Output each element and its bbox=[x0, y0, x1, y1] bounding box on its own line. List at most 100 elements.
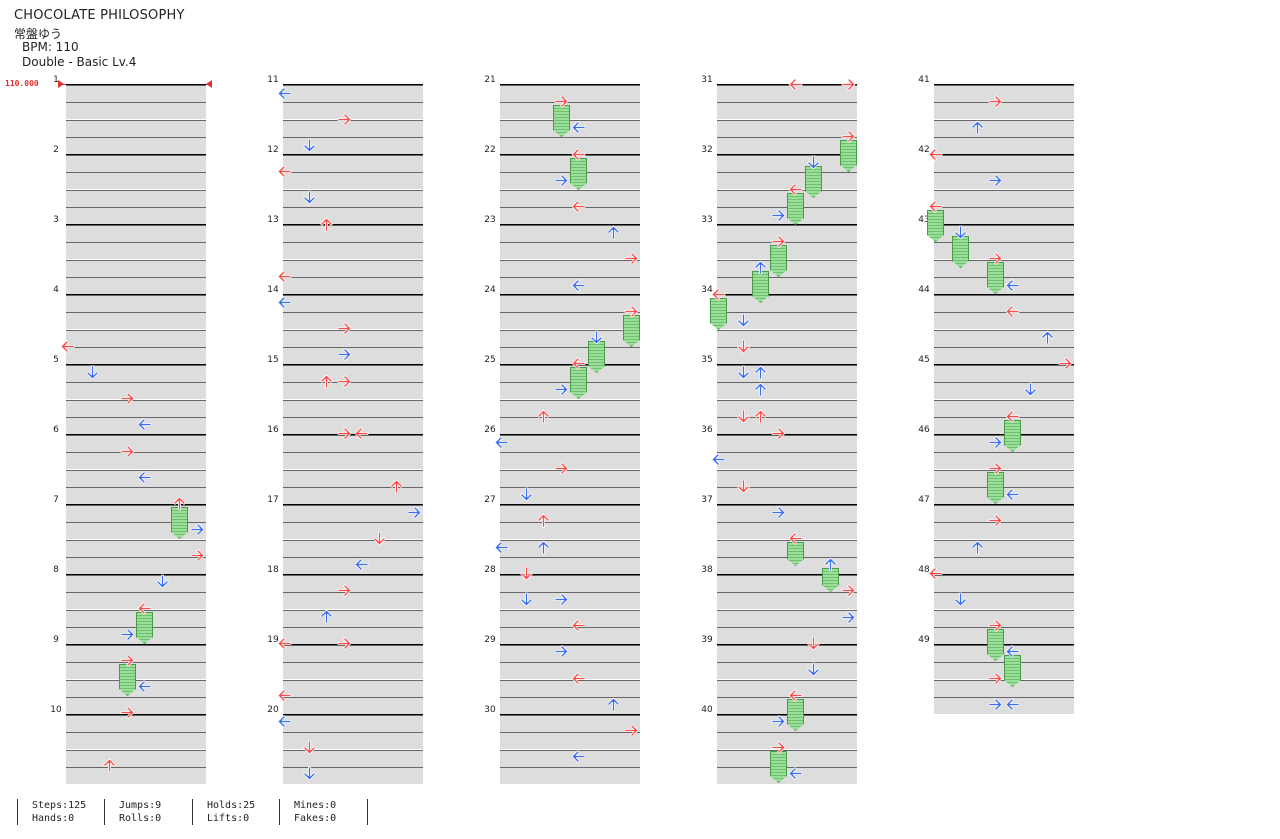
beat-line bbox=[283, 539, 423, 541]
beat-line bbox=[283, 294, 423, 296]
red-left-arrow-icon bbox=[927, 565, 944, 582]
beat-band bbox=[934, 469, 1074, 487]
blue-up-arrow-icon bbox=[535, 539, 552, 556]
measure-number: 25 bbox=[484, 355, 496, 365]
beat-line bbox=[717, 539, 857, 541]
beat-line bbox=[717, 697, 857, 698]
beat-line bbox=[717, 347, 857, 348]
beat-line bbox=[500, 592, 640, 593]
beat-band bbox=[66, 452, 206, 469]
beat-band bbox=[717, 469, 857, 487]
beat-band bbox=[283, 84, 423, 102]
beat-line bbox=[934, 487, 1074, 488]
beat-line bbox=[66, 522, 206, 523]
red-right-arrow-icon bbox=[770, 233, 787, 250]
measure-line bbox=[283, 504, 423, 505]
measure-line bbox=[500, 224, 640, 225]
red-right-arrow-icon bbox=[987, 617, 1004, 634]
beat-band bbox=[934, 137, 1074, 154]
beat-line bbox=[934, 574, 1074, 576]
beat-line bbox=[66, 767, 206, 768]
measure-number: 15 bbox=[267, 355, 279, 365]
beat-line bbox=[66, 84, 206, 86]
beat-line bbox=[934, 172, 1074, 173]
beat-band bbox=[283, 329, 423, 347]
beat-line bbox=[717, 189, 857, 191]
beat-line bbox=[283, 417, 423, 418]
blue-up-arrow-icon bbox=[752, 259, 769, 276]
measure-number: 49 bbox=[918, 635, 930, 645]
beat-line bbox=[500, 189, 640, 191]
beat-band bbox=[66, 294, 206, 312]
beat-line bbox=[717, 242, 857, 243]
measure-line bbox=[283, 644, 423, 645]
beat-line bbox=[934, 119, 1074, 121]
beat-band bbox=[500, 592, 640, 609]
beat-line bbox=[717, 154, 857, 156]
beat-band bbox=[500, 609, 640, 627]
beat-line bbox=[283, 364, 423, 366]
beat-line bbox=[66, 294, 206, 296]
mines-count: Mines:0 bbox=[294, 800, 337, 811]
beat-line bbox=[717, 434, 857, 436]
measure-number: 43 bbox=[918, 215, 930, 225]
blue-right-arrow-icon bbox=[553, 591, 570, 608]
measure-number: 45 bbox=[918, 355, 930, 365]
beat-line bbox=[66, 224, 206, 226]
beat-line bbox=[283, 259, 423, 261]
beat-band bbox=[500, 417, 640, 434]
beat-band bbox=[934, 592, 1074, 609]
beat-band bbox=[283, 749, 423, 767]
beat-band bbox=[934, 242, 1074, 259]
beat-band bbox=[934, 84, 1074, 102]
measure-line bbox=[500, 84, 640, 85]
beat-band bbox=[717, 364, 857, 382]
beat-line bbox=[717, 644, 857, 646]
bpm-marker-left-icon bbox=[58, 80, 64, 88]
beat-line bbox=[934, 697, 1074, 698]
red-up-arrow-icon bbox=[388, 478, 405, 495]
song-artist: 常盤ゆう bbox=[14, 27, 63, 41]
red-up-arrow-icon bbox=[535, 512, 552, 529]
beat-line bbox=[283, 382, 423, 383]
beat-line bbox=[66, 382, 206, 383]
beat-band bbox=[717, 679, 857, 697]
red-right-arrow-icon bbox=[119, 390, 136, 407]
beat-band bbox=[66, 154, 206, 172]
beat-band bbox=[934, 609, 1074, 627]
measure-number: 39 bbox=[701, 635, 713, 645]
measure-line bbox=[717, 434, 857, 435]
beat-band bbox=[66, 697, 206, 714]
blue-down-arrow-icon bbox=[518, 591, 535, 608]
measure-number: 26 bbox=[484, 425, 496, 435]
red-right-arrow-icon bbox=[336, 635, 353, 652]
beat-band bbox=[717, 732, 857, 749]
red-left-arrow-icon bbox=[570, 146, 587, 163]
beat-band bbox=[66, 84, 206, 102]
blue-left-arrow-icon bbox=[1004, 486, 1021, 503]
beat-band bbox=[283, 382, 423, 399]
measure-line bbox=[283, 714, 423, 715]
beat-band bbox=[500, 294, 640, 312]
red-left-arrow-icon bbox=[570, 198, 587, 215]
blue-left-arrow-icon bbox=[353, 556, 370, 573]
red-up-arrow-icon bbox=[752, 408, 769, 425]
blue-right-arrow-icon bbox=[987, 172, 1004, 189]
measure-number: 7 bbox=[53, 495, 59, 505]
beat-band bbox=[717, 312, 857, 329]
beat-band bbox=[934, 277, 1074, 294]
red-left-arrow-icon bbox=[787, 530, 804, 547]
measure-number: 44 bbox=[918, 285, 930, 295]
bpm-marker-right-icon bbox=[206, 80, 212, 88]
fakes-count: Fakes:0 bbox=[294, 813, 337, 824]
beat-line bbox=[283, 522, 423, 523]
measure-line bbox=[66, 224, 206, 225]
beat-band bbox=[66, 539, 206, 557]
blue-right-arrow-icon bbox=[553, 381, 570, 398]
beat-line bbox=[283, 189, 423, 191]
beat-line bbox=[66, 137, 206, 138]
blue-left-arrow-icon bbox=[136, 678, 153, 695]
red-left-arrow-icon bbox=[570, 617, 587, 634]
beat-line bbox=[66, 154, 206, 156]
red-left-arrow-icon bbox=[353, 425, 370, 442]
